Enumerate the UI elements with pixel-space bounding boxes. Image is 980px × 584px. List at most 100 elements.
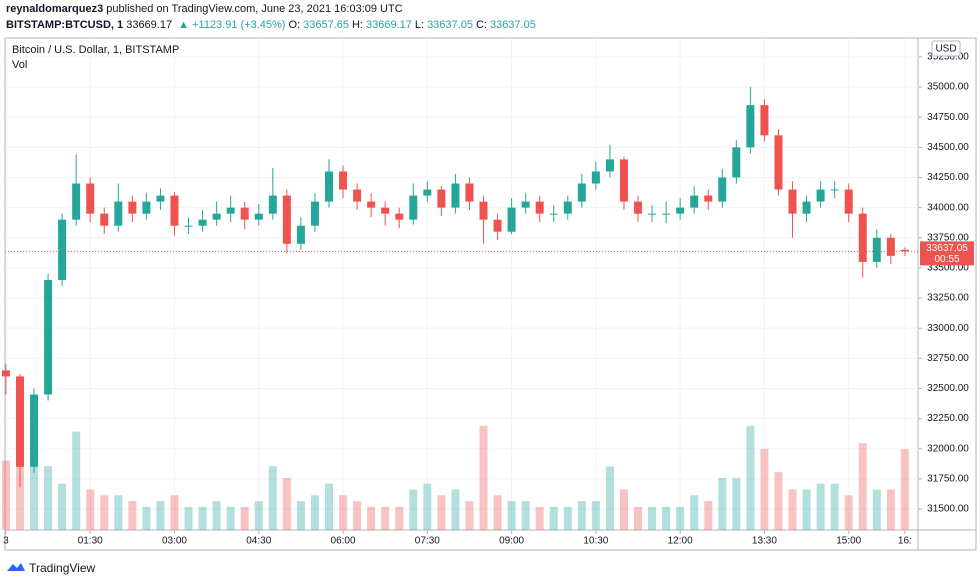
- candle-body: [324, 171, 333, 202]
- candle-body: [409, 195, 418, 220]
- candle-body: [577, 183, 586, 202]
- y-tick-label: 35000.00: [927, 82, 969, 93]
- volume-bar: [324, 483, 333, 530]
- volume-bar: [184, 506, 193, 530]
- candle-body: [100, 213, 109, 226]
- candle-body: [44, 279, 53, 395]
- candle-body: [900, 249, 909, 252]
- x-tick-label: 01:30: [78, 536, 103, 547]
- x-tick-label: 10:30: [583, 536, 608, 547]
- volume-bar: [451, 489, 460, 530]
- volume-bar: [296, 501, 305, 530]
- publish-line: reynaldomarquez3 published on TradingVie…: [6, 3, 406, 15]
- candle-body: [58, 219, 67, 280]
- volume-bar: [886, 489, 895, 530]
- candle-body: [774, 135, 783, 190]
- y-tick-label: 33250.00: [927, 293, 969, 304]
- candle-body: [156, 195, 165, 202]
- volume-bar: [648, 506, 657, 530]
- last-price: 33637.05: [926, 243, 968, 254]
- o-value: 33657.65: [303, 19, 349, 31]
- candle-body: [535, 201, 544, 214]
- candle-body: [816, 189, 825, 202]
- candle-body: [353, 189, 362, 202]
- volume-bar: [802, 489, 811, 530]
- volume-bar: [142, 506, 151, 530]
- footer: TradingView: [6, 561, 95, 575]
- x-tick-label: 09:00: [499, 536, 524, 547]
- volume-bar: [816, 483, 825, 530]
- currency-badge[interactable]: [931, 40, 961, 57]
- y-tick-label: 34500.00: [927, 142, 969, 153]
- x-tick-label: 12:00: [668, 536, 693, 547]
- candle-body: [591, 171, 600, 184]
- volume-bar: [718, 477, 727, 530]
- volume-bar: [634, 506, 643, 530]
- volume-bar: [549, 506, 558, 530]
- y-tick-label: 32500.00: [927, 383, 969, 394]
- volume-bar: [170, 495, 179, 530]
- volume-bar: [676, 506, 685, 530]
- x-tick-label: 16:: [898, 536, 912, 547]
- volume-bar: [409, 489, 418, 530]
- candle-body: [30, 394, 39, 467]
- volume-bar: [521, 501, 530, 530]
- volume-bar: [760, 448, 769, 530]
- brand: TradingView: [29, 561, 96, 575]
- candle-body: [760, 105, 769, 136]
- candle-body: [844, 189, 853, 214]
- candle-body: [128, 201, 137, 214]
- volume-bar: [114, 495, 123, 530]
- volume-bar: [395, 506, 404, 530]
- volume-bar: [30, 448, 39, 530]
- candle-body: [268, 195, 277, 214]
- h-value: 33669.17: [365, 19, 412, 31]
- candle-body: [802, 201, 811, 214]
- chart: 31500.00 31750.00 32000.00 32250.00 32500.00…: [1, 37, 977, 551]
- candle-body: [732, 147, 741, 178]
- y-tick-label: 34000.00: [927, 202, 969, 213]
- c-label: C:: [475, 19, 487, 31]
- volume-bar: [732, 477, 741, 530]
- candle-body: [507, 207, 516, 232]
- volume-bar: [240, 506, 249, 530]
- volume-bar: [423, 483, 432, 530]
- volume-bar: [381, 506, 390, 530]
- candle-body: [563, 201, 572, 214]
- candle-body: [212, 213, 221, 220]
- candle-body: [114, 201, 123, 226]
- y-tick-label: 32250.00: [927, 413, 969, 424]
- candle-body: [465, 183, 474, 202]
- volume-bar: [872, 489, 881, 530]
- y-tick-label: 34250.00: [927, 172, 969, 183]
- volume-bar: [254, 501, 263, 530]
- volume-bar: [198, 506, 207, 530]
- candle-body: [479, 201, 488, 220]
- candle-body: [423, 189, 432, 196]
- frame: [4, 37, 977, 551]
- o-label: O:: [288, 19, 301, 31]
- volume-bar: [282, 477, 291, 530]
- y-tick-label: 34750.00: [927, 112, 969, 123]
- candle-body: [240, 207, 249, 220]
- x-tick-label: 13:30: [752, 536, 777, 547]
- candle-body: [634, 201, 643, 214]
- symbol-line: BITSTAMP:BTCUSD, 1 33669.17 ▲ +1123.91 (…: [6, 19, 539, 31]
- candle-body: [282, 195, 291, 244]
- candle-body: [437, 189, 446, 208]
- candle-body: [184, 225, 193, 227]
- y-tick-label: 31500.00: [927, 504, 969, 515]
- candle-body: [72, 183, 81, 220]
- candle-body: [1, 370, 10, 377]
- candle-body: [226, 207, 235, 214]
- candle-body: [704, 195, 713, 202]
- candle-body: [142, 201, 151, 214]
- currency: USD: [935, 44, 956, 55]
- x-tick-label: 06:00: [331, 536, 356, 547]
- volume-bar: [100, 495, 109, 530]
- volume-bar: [662, 506, 671, 530]
- candle-body: [296, 225, 305, 244]
- volume-bar: [746, 425, 755, 530]
- x-tick-label: 07:30: [415, 536, 440, 547]
